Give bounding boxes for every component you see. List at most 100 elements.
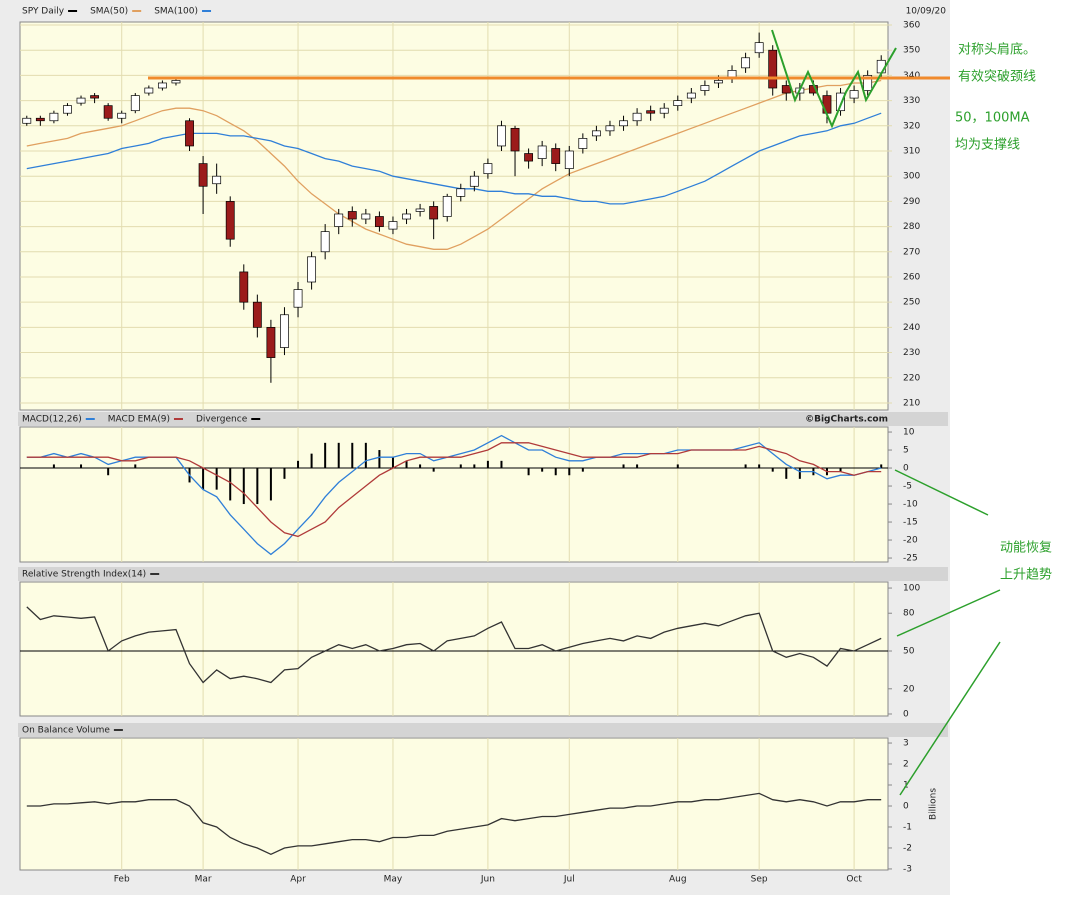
divergence-bar [215,468,218,490]
candle-body [90,95,100,99]
annotation: 动能恢复 [1000,541,1052,556]
arrow-line [894,469,989,516]
y-tick-label: 360 [903,21,920,31]
divergence-bar [459,464,462,469]
candle-body [239,271,249,303]
divergence-bar [242,468,245,505]
panel-header [18,412,948,426]
y-tick-label: -10 [903,500,918,510]
series-line [26,792,882,856]
plot-area [19,21,889,411]
annotation: 50，100MA [955,111,1030,126]
arrow-line [896,589,1001,637]
candle-body [442,195,452,217]
candle-body [849,90,859,99]
y-tick-label: 310 [903,146,920,156]
panel-header [18,567,948,581]
y-tick-label: 10 [903,428,915,438]
legend-label: Divergence [196,415,248,425]
divergence-bar [473,464,476,469]
y-tick-label: 3 [903,739,909,749]
y-tick-label: 2 [903,760,909,770]
y-tick-label: -3 [903,864,912,874]
candle-body [361,213,371,220]
y-tick-label: 100 [903,584,920,594]
candle-body [564,150,574,169]
y-tick-label: 280 [903,222,920,232]
divergence-bar [758,464,761,469]
series-line [26,442,882,538]
divergence-bar [134,464,137,469]
candle-body [35,117,45,122]
y-tick-label: 240 [903,323,920,333]
legend-label: SPY Daily [22,7,65,17]
y-tick-label: 330 [903,96,920,106]
y-tick-label: 5 [903,446,909,456]
y-tick-label: 340 [903,71,920,81]
divergence-bar [419,464,422,469]
divergence-bar [676,464,679,469]
candle-body [49,112,59,122]
candle-body [619,120,628,127]
candle-body [754,42,764,54]
candle-body [510,127,520,152]
y-axis-label: Billions [929,788,939,820]
x-tick-label: Apr [290,875,306,885]
candle-body [686,92,696,99]
divergence-bar [771,468,774,472]
series-line [26,79,882,250]
legend-label: SMA(100) [154,7,198,17]
divergence-bar [500,460,503,469]
candle-body [117,112,127,119]
candle-body [388,221,398,230]
series-line [26,606,882,684]
y-tick-label: 320 [903,121,920,131]
divergence-bar [337,442,340,469]
candle-body [347,211,357,220]
y-tick-label: 0 [903,464,909,474]
candle-body [103,105,113,119]
y-tick-label: -15 [903,518,918,528]
candle-body [524,153,534,162]
candle-body [632,112,642,122]
divergence-bar [378,450,381,469]
candle-body [497,125,506,147]
y-tick-label: -2 [903,843,912,853]
divergence-bar [202,468,205,490]
candle-body [252,301,262,328]
x-tick-label: Jul [563,875,575,885]
divergence-bar [527,468,530,476]
divergence-bar [256,468,259,505]
x-tick-label: Aug [669,875,687,885]
divergence-bar [622,464,625,469]
candle-body [63,105,72,114]
candle-body [578,138,588,149]
annotation: 均为支撑线 [955,138,1020,153]
y-tick-label: 80 [903,609,915,619]
divergence-bar [229,468,232,501]
candle-body [185,120,194,147]
candle-body [76,97,86,104]
divergence-bar [364,442,367,469]
y-tick-label: 50 [903,647,915,657]
candle-body [157,82,167,89]
x-tick-label: Jun [480,875,495,885]
y-tick-label: 220 [903,373,920,383]
y-tick-label: 210 [903,398,920,408]
candle-body [741,57,751,69]
divergence-bar [310,453,313,469]
series-line [26,112,882,205]
candle-body [280,314,289,348]
legend-label: On Balance Volume [22,726,110,736]
candle-body [171,80,181,84]
plot-area [19,737,889,871]
x-tick-label: Mar [195,875,212,885]
arrow-line [899,641,1001,796]
credit: ©BigCharts.com [805,415,888,425]
x-tick-label: Oct [846,875,862,885]
annotation: 对称头肩底。 [958,42,1036,58]
y-tick-label: 0 [903,801,909,811]
divergence-bar [554,468,557,476]
